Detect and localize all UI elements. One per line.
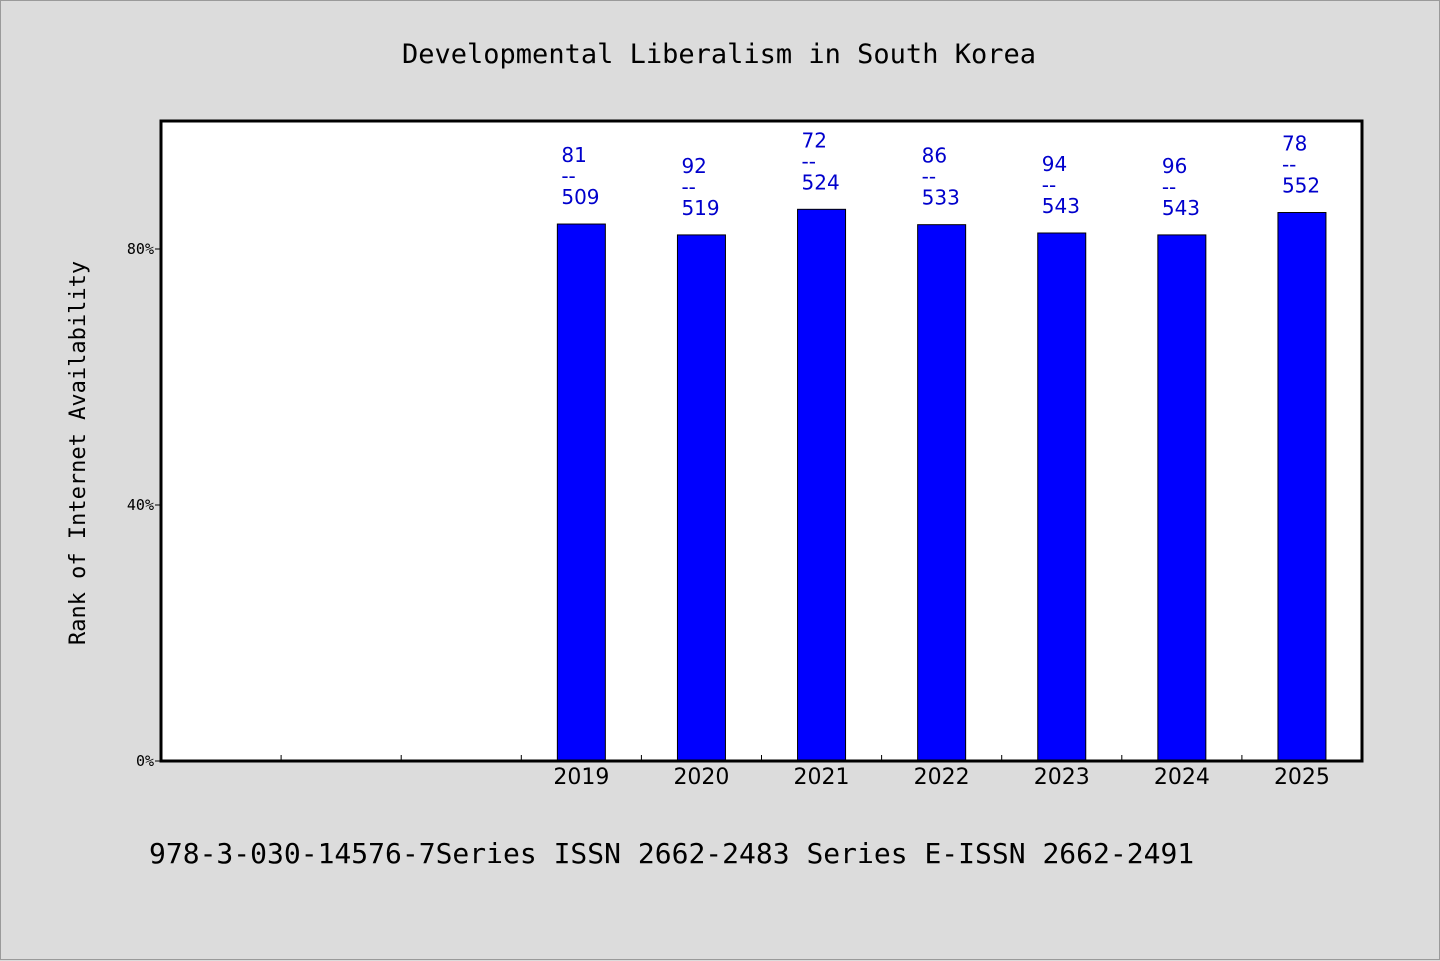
bar-2023 xyxy=(1037,232,1087,762)
data-label: 81 xyxy=(561,143,586,167)
data-label: -- xyxy=(802,149,816,173)
data-label: 92 xyxy=(681,154,706,178)
bar-2020 xyxy=(676,234,726,762)
y-tick-label: 0% xyxy=(136,752,154,770)
data-label: 86 xyxy=(922,144,947,168)
bar-2021 xyxy=(797,208,847,762)
y-axis-label: Rank of Internet Availability xyxy=(66,261,91,645)
data-label: -- xyxy=(561,164,575,188)
plot-border xyxy=(159,119,1364,763)
bar-2024 xyxy=(1157,234,1207,762)
data-label: 543 xyxy=(1042,194,1080,218)
x-tick-label: 2022 xyxy=(914,765,970,790)
x-tick-label: 2019 xyxy=(553,765,609,790)
ticks-layer: 0% 40% 80% 2019 2020 2021 2022 2023 2024 2025 xyxy=(127,240,1330,790)
data-label: 96 xyxy=(1162,154,1187,178)
data-labels-layer: 81--50992--51972--52486--53394--54396--5… xyxy=(561,128,1320,220)
bar-2025 xyxy=(1277,212,1327,762)
x-tick-label: 2025 xyxy=(1274,765,1330,790)
x-tick-label: 2023 xyxy=(1034,765,1090,790)
data-label: -- xyxy=(1042,173,1056,197)
data-label: 94 xyxy=(1042,152,1067,176)
data-label: -- xyxy=(922,165,936,189)
data-label: 509 xyxy=(561,185,599,209)
data-label: 519 xyxy=(681,196,719,220)
y-tick-label: 80% xyxy=(127,240,154,258)
x-tick-label: 2020 xyxy=(673,765,729,790)
data-label: 552 xyxy=(1282,174,1320,198)
data-label: 533 xyxy=(922,186,960,210)
bar-2019 xyxy=(556,223,606,762)
footer-text: 978-3-030-14576-7Series ISSN 2662-2483 S… xyxy=(149,837,1194,870)
bar-2022 xyxy=(917,224,967,762)
data-label: 72 xyxy=(802,128,827,152)
x-tick-label: 2021 xyxy=(794,765,850,790)
data-label: 543 xyxy=(1162,196,1200,220)
data-label: -- xyxy=(1282,153,1296,177)
bars-layer xyxy=(556,208,1327,762)
data-label: 524 xyxy=(802,170,840,194)
x-tick-label: 2024 xyxy=(1154,765,1210,790)
data-label: 78 xyxy=(1282,132,1307,156)
data-label: -- xyxy=(1162,175,1176,199)
chart-title: Developmental Liberalism in South Korea xyxy=(402,39,1036,70)
y-tick-label: 40% xyxy=(127,496,154,514)
data-label: -- xyxy=(681,175,695,199)
